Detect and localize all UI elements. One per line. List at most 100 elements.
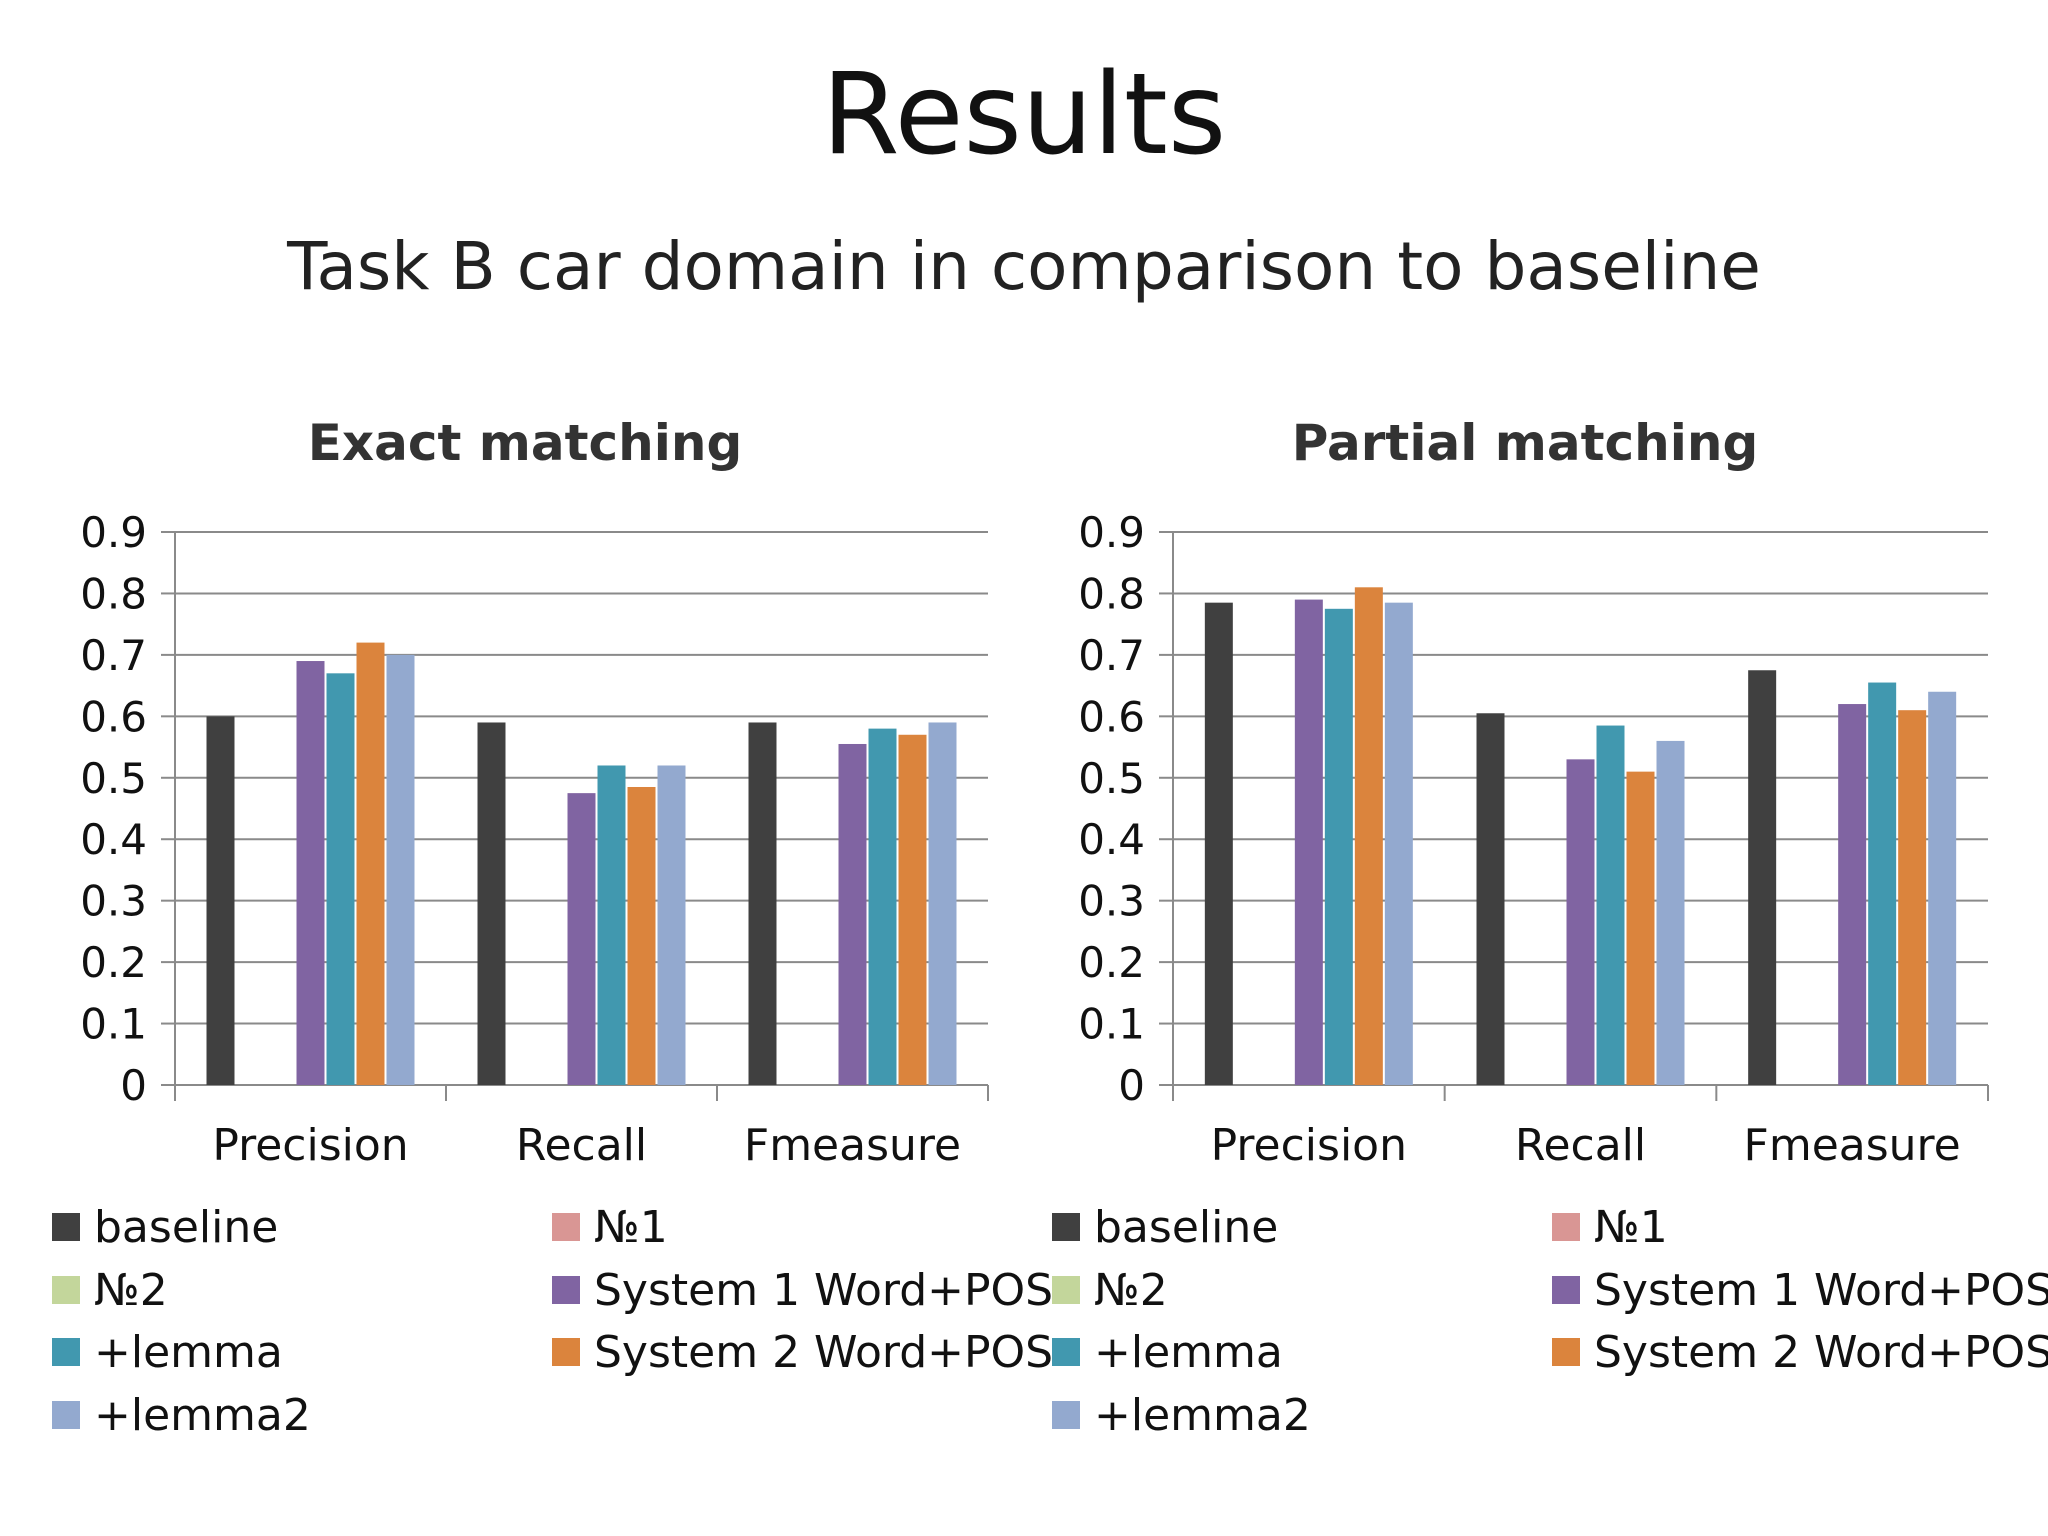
bar-1-1-3 <box>1566 759 1595 1085</box>
y-tick-label: 0.5 <box>1078 754 1145 803</box>
y-tick-label: 0.4 <box>1078 815 1145 864</box>
x-category-label: Precision <box>212 1120 408 1171</box>
bar-0-1-5 <box>627 786 656 1085</box>
y-tick-label: 0.6 <box>80 692 147 741</box>
bar-0-0-0 <box>206 716 235 1085</box>
page-title: Results <box>821 50 1227 180</box>
legend-label: +lemma <box>1094 1327 1283 1378</box>
legend-swatch <box>1052 1276 1080 1304</box>
legend-label: +lemma2 <box>1094 1390 1311 1441</box>
bar-0-1-6 <box>657 765 686 1085</box>
legend-label: baseline <box>1094 1202 1278 1253</box>
x-category-label: Fmeasure <box>744 1120 961 1171</box>
legend-item: System 1 Word+POS <box>552 1265 1053 1316</box>
y-tick-label: 0.7 <box>80 631 147 680</box>
legend-item: +lemma2 <box>52 1390 311 1441</box>
legend-item: +lemma2 <box>1052 1390 1311 1441</box>
legend-label: System 1 Word+POS <box>1594 1265 2048 1316</box>
bar-1-0-5 <box>1354 587 1383 1085</box>
y-tick-label: 0.3 <box>1078 877 1145 926</box>
legend-label: №2 <box>1094 1265 1168 1316</box>
bar-1-1-4 <box>1596 725 1625 1085</box>
legend-label: +lemma2 <box>94 1390 311 1441</box>
legend-swatch <box>52 1401 80 1429</box>
bar-1-0-0 <box>1204 602 1233 1085</box>
chart-title: Exact matching <box>308 414 743 472</box>
legend-item: №1 <box>552 1202 668 1253</box>
legend-swatch <box>52 1338 80 1366</box>
y-tick-label: 0.6 <box>1078 692 1145 741</box>
legend-label: System 2 Word+POS <box>594 1327 1053 1378</box>
legend-label: System 1 Word+POS <box>594 1265 1053 1316</box>
legend-item: +lemma <box>1052 1327 1283 1378</box>
legend-swatch <box>552 1276 580 1304</box>
bar-0-2-0 <box>748 722 777 1085</box>
legend-item: System 1 Word+POS <box>1552 1265 2048 1316</box>
bar-1-2-6 <box>1928 691 1957 1085</box>
legend-swatch <box>1052 1338 1080 1366</box>
bar-1-0-3 <box>1294 599 1323 1085</box>
legend-label: baseline <box>94 1202 278 1253</box>
y-tick-label: 0.9 <box>1078 508 1145 557</box>
bar-0-0-3 <box>296 661 325 1085</box>
page-subtitle: Task B car domain in comparison to basel… <box>287 228 1761 305</box>
bar-1-2-0 <box>1748 670 1777 1085</box>
legend-swatch <box>1552 1338 1580 1366</box>
x-category-label: Recall <box>516 1120 647 1171</box>
bar-0-0-4 <box>326 673 355 1085</box>
bar-0-2-6 <box>928 722 957 1085</box>
chart-2: Partial matching 0 0.1 0.2 0.3 0.4 0.5 0.6 0.7 0.… <box>1052 414 2048 1441</box>
legend-label: №1 <box>594 1202 668 1253</box>
legend-item: №1 <box>1552 1202 1668 1253</box>
legend-swatch <box>552 1338 580 1366</box>
bar-1-0-4 <box>1324 608 1353 1085</box>
legend-swatch <box>1552 1276 1580 1304</box>
y-tick-label: 0.4 <box>80 815 147 864</box>
bar-1-2-3 <box>1838 704 1867 1085</box>
bar-0-1-4 <box>597 765 626 1085</box>
legend-label: System 2 Word+POS <box>1594 1327 2048 1378</box>
bar-0-0-6 <box>386 654 415 1085</box>
legend-item: System 2 Word+POS <box>552 1327 1053 1378</box>
legend-item: baseline <box>1052 1202 1278 1253</box>
y-tick-label: 0.5 <box>80 754 147 803</box>
legend-swatch <box>52 1276 80 1304</box>
legend-swatch <box>1052 1401 1080 1429</box>
bar-1-2-5 <box>1898 710 1927 1085</box>
y-tick-label: 0.7 <box>1078 631 1145 680</box>
bar-0-1-0 <box>477 722 506 1085</box>
legend-item: System 2 Word+POS <box>1552 1327 2048 1378</box>
bar-0-1-3 <box>567 793 596 1085</box>
y-tick-label: 0.2 <box>1078 938 1145 987</box>
x-category-label: Recall <box>1515 1120 1646 1171</box>
y-tick-label: 0.9 <box>80 508 147 557</box>
y-tick-label: 0 <box>1118 1061 1145 1110</box>
chart-title: Partial matching <box>1292 414 1759 472</box>
bar-0-2-5 <box>898 734 927 1085</box>
y-tick-label: 0.2 <box>80 938 147 987</box>
legend-label: №1 <box>1594 1202 1668 1253</box>
legend-swatch <box>1552 1213 1580 1241</box>
legend-item: baseline <box>52 1202 278 1253</box>
legend-swatch <box>552 1213 580 1241</box>
bar-0-2-4 <box>868 728 897 1085</box>
y-tick-label: 0.3 <box>80 877 147 926</box>
bar-1-1-0 <box>1476 713 1505 1085</box>
legend-item: №2 <box>52 1265 168 1316</box>
y-tick-label: 0.8 <box>80 569 147 618</box>
bar-0-2-3 <box>838 743 867 1085</box>
bar-1-1-6 <box>1656 740 1685 1085</box>
chart-1: Exact matching 0 0.1 0.2 0.3 0.4 0.5 0.6 0.7 0.8 0… <box>52 414 1053 1441</box>
legend-label: №2 <box>94 1265 168 1316</box>
legend-item: +lemma <box>52 1327 283 1378</box>
y-tick-label: 0.1 <box>1078 1000 1145 1049</box>
bar-0-0-5 <box>356 642 385 1085</box>
x-category-label: Precision <box>1211 1120 1407 1171</box>
x-category-label: Fmeasure <box>1744 1120 1961 1171</box>
legend-swatch <box>1052 1213 1080 1241</box>
bar-1-1-5 <box>1626 771 1655 1085</box>
legend-item: №2 <box>1052 1265 1168 1316</box>
y-tick-label: 0.8 <box>1078 569 1145 618</box>
y-tick-label: 0 <box>120 1061 147 1110</box>
